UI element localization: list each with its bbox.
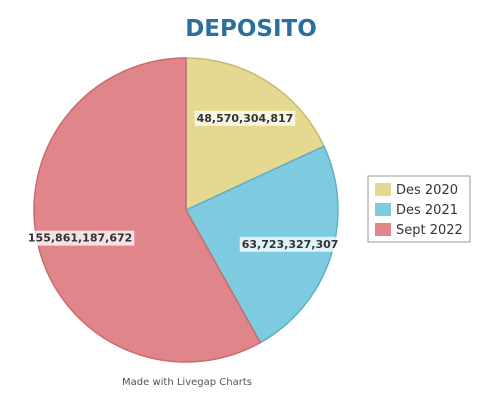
pie-slice-sept-2022[interactable] — [33, 57, 262, 363]
pie-slice-des-2020[interactable] — [185, 57, 325, 212]
data-label-background — [239, 236, 341, 252]
legend-label-sept-2022[interactable]: Sept 2022 — [396, 223, 463, 238]
legend-swatch-des-2021 — [375, 203, 391, 216]
legend-swatch-sept-2022 — [375, 223, 391, 236]
legend: Des 2020 Des 2021 Sept 2022 — [367, 175, 471, 243]
data-label-des-2021: 63,723,327,307 — [242, 238, 339, 251]
pie-data-labels: 48,570,304,817 63,723,327,307 155,861,187,… — [25, 110, 341, 252]
data-label-des-2020: 48,570,304,817 — [197, 112, 294, 125]
data-label-background — [194, 110, 296, 126]
chart-title: DEPOSITO — [185, 16, 317, 42]
pie-slices — [33, 57, 339, 363]
credit-text: Made with Livegap Charts — [122, 377, 252, 388]
legend-label-des-2021[interactable]: Des 2021 — [396, 203, 458, 218]
data-label-background — [25, 230, 135, 246]
data-label-sept-2022: 155,861,187,672 — [28, 232, 132, 245]
legend-label-des-2020[interactable]: Des 2020 — [396, 183, 458, 198]
legend-swatch-des-2020 — [375, 183, 391, 196]
